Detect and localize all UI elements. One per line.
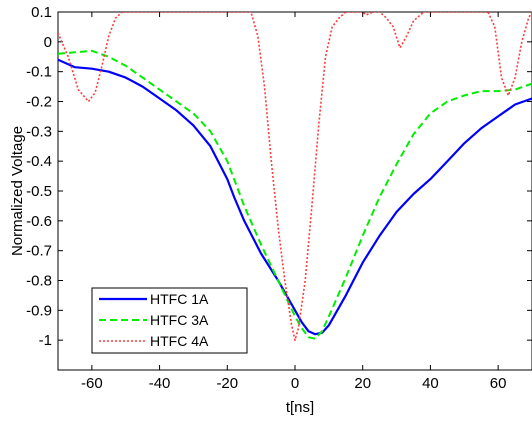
x-tick-label: -40 xyxy=(149,375,171,392)
legend-label-3: HTFC 4A xyxy=(150,333,209,349)
axis-ticks xyxy=(58,11,532,370)
x-axis-label: t[ns] xyxy=(286,399,314,416)
y-tick-label: -0.8 xyxy=(26,273,52,290)
y-tick-label: 0 xyxy=(44,34,52,51)
x-tick-label: 20 xyxy=(354,375,371,392)
x-tick-label: 0 xyxy=(291,375,299,392)
y-tick-label: -0.9 xyxy=(26,302,52,319)
legend: HTFC 1A HTFC 3A HTFC 4A xyxy=(91,287,248,354)
tick-labels: -60 -40 -20 0 20 40 60 0.1 0 -0.1 -0.2 -0.3 -0.4 -0.5… xyxy=(26,4,506,392)
y-tick-label: -0.6 xyxy=(26,213,52,230)
legend-label-1: HTFC 1A xyxy=(150,291,209,307)
y-axis-label: Normalized Voltage xyxy=(9,126,26,256)
series-line-1 xyxy=(58,58,532,336)
y-tick-label: -0.2 xyxy=(26,94,52,111)
x-tick-label: -60 xyxy=(81,375,103,392)
y-tick-label: -0.5 xyxy=(26,183,52,200)
series-layer xyxy=(58,12,532,342)
y-tick-label: -0.1 xyxy=(26,64,52,81)
x-tick-label: -20 xyxy=(216,375,238,392)
y-tick-label: -0.7 xyxy=(26,243,52,260)
legend-label-2: HTFC 3A xyxy=(150,312,209,328)
y-tick-label: -1 xyxy=(39,332,52,349)
y-tick-label: -0.3 xyxy=(26,123,52,140)
x-tick-label: 40 xyxy=(422,375,439,392)
x-tick-label: 60 xyxy=(490,375,507,392)
series-line-2 xyxy=(58,49,532,340)
y-tick-label: -0.4 xyxy=(26,153,52,170)
y-tick-label: 0.1 xyxy=(31,4,52,21)
